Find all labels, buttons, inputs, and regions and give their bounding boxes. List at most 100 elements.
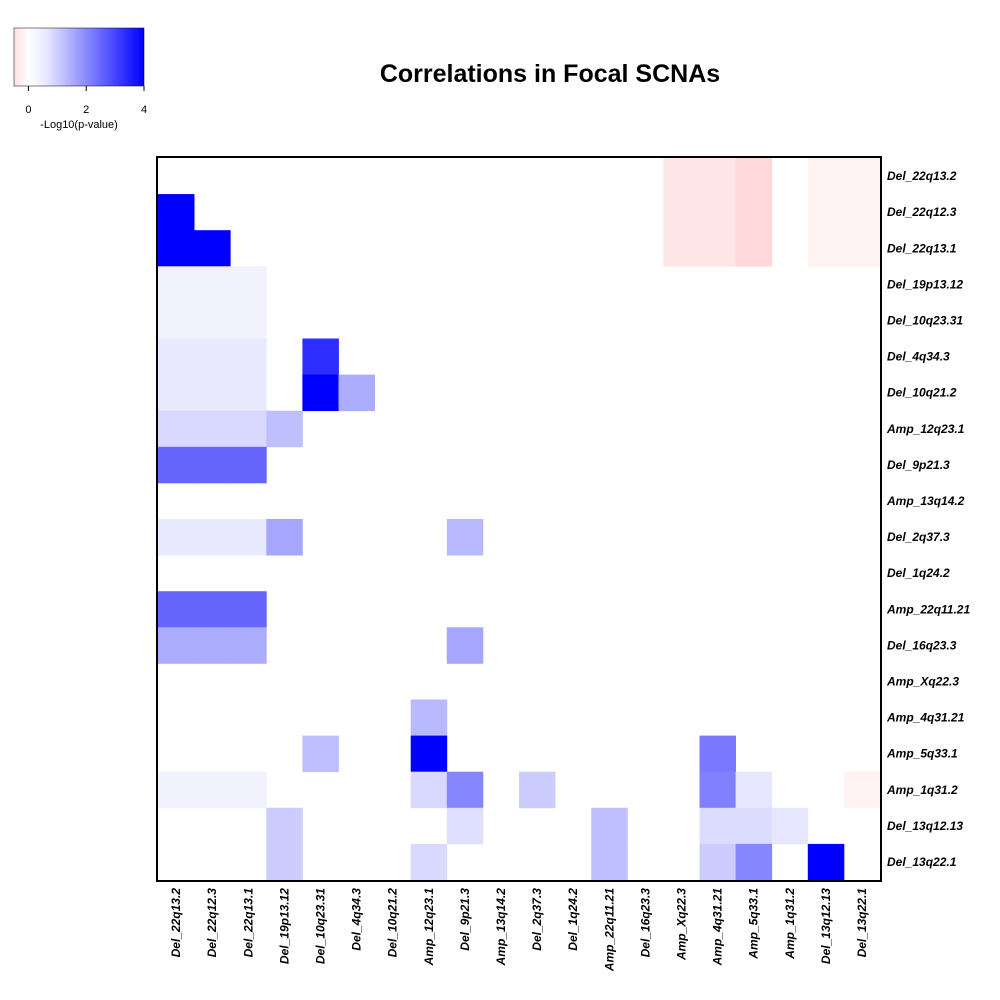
heatmap-cell <box>843 230 881 267</box>
heatmap-cell <box>194 338 231 375</box>
heatmap-cell <box>699 194 736 231</box>
heatmap-cell <box>807 194 845 231</box>
heatmap-cell <box>446 627 484 664</box>
heatmap-cell <box>194 302 231 339</box>
heatmap-cell <box>663 194 700 231</box>
heatmap-cell <box>302 338 339 375</box>
heatmap-cell <box>735 843 773 881</box>
row-label-amp-1q31-2: Amp_1q31.2 <box>886 783 958 797</box>
heatmap-cell <box>735 194 773 231</box>
row-label-del-22q12-3: Del_22q12.3 <box>887 205 957 219</box>
column-label-del-19p13-12: Del_19p13.12 <box>277 888 291 964</box>
column-label-del-10q23-31: Del_10q23.31 <box>313 888 327 964</box>
heatmap-cell <box>194 266 231 303</box>
heatmap-cell <box>410 771 448 809</box>
column-label-del-22q12-3: Del_22q12.3 <box>205 888 219 958</box>
heatmap-cell <box>194 771 231 809</box>
heatmap-cell <box>230 302 267 339</box>
heatmap-cell <box>194 446 231 484</box>
chart-title: Correlations in Focal SCNAs <box>380 60 720 88</box>
row-label-amp-5q33-1: Amp_5q33.1 <box>886 747 958 761</box>
heatmap-cell <box>771 807 809 845</box>
heatmap-cell <box>158 266 195 303</box>
heatmap-cell <box>158 519 195 556</box>
heatmap-cell <box>807 158 845 195</box>
column-label-del-10q21-2: Del_10q21.2 <box>386 888 400 958</box>
column-label-del-13q12-13: Del_13q12.13 <box>819 888 833 964</box>
column-label-amp-5q33-1: Amp_5q33.1 <box>747 888 761 960</box>
row-label-amp-xq22-3: Amp_Xq22.3 <box>886 674 959 688</box>
colorbar-tick-label: 2 <box>83 104 89 116</box>
row-label-amp-13q14-2: Amp_13q14.2 <box>886 494 965 508</box>
column-label-del-1q24-2: Del_1q24.2 <box>566 888 580 951</box>
heatmap-cell <box>735 771 773 809</box>
column-label-amp-13q14-2: Amp_13q14.2 <box>494 888 508 967</box>
heatmap-cell <box>194 374 231 412</box>
heatmap-cell <box>735 230 773 267</box>
heatmap-cell <box>446 771 484 809</box>
column-label-amp-xq22-3: Amp_Xq22.3 <box>674 888 688 961</box>
column-label-del-22q13-1: Del_22q13.1 <box>241 888 255 958</box>
heatmap-cell <box>699 771 736 809</box>
colorbar-legend: 0 2 4 -Log10(p-value) <box>13 27 147 131</box>
heatmap-cell <box>230 519 267 556</box>
heatmap-cell <box>194 230 231 267</box>
heatmap-cell <box>230 266 267 303</box>
column-label-del-2q37-3: Del_2q37.3 <box>530 888 544 951</box>
heatmap-cell <box>158 194 195 231</box>
heatmap-cell <box>230 338 267 375</box>
heatmap-cell <box>302 735 339 773</box>
column-label-del-13q22-1: Del_13q22.1 <box>855 888 869 958</box>
column-label-del-22q13-2: Del_22q13.2 <box>169 888 183 958</box>
heatmap-cell <box>158 771 195 809</box>
heatmap-cell <box>663 230 700 267</box>
row-label-del-13q22-1: Del_13q22.1 <box>887 855 957 869</box>
row-label-del-9p21-3: Del_9p21.3 <box>887 458 950 472</box>
column-label-amp-12q23-1: Amp_12q23.1 <box>422 888 436 967</box>
heatmap-cell <box>699 158 736 195</box>
heatmap-cell <box>194 519 231 556</box>
heatmap-cell <box>446 519 484 556</box>
heatmap-cell <box>446 807 484 845</box>
heatmap-cell <box>230 410 267 448</box>
heatmap-cell <box>158 302 195 339</box>
row-label-del-13q12-13: Del_13q12.13 <box>887 819 963 833</box>
heatmap-cell <box>699 735 736 773</box>
heatmap-cell <box>194 410 231 448</box>
heatmap-cell <box>230 374 267 412</box>
row-label-del-4q34-3: Del_4q34.3 <box>887 350 950 364</box>
heatmap-cell <box>158 374 195 412</box>
column-label-amp-22q11-21: Amp_22q11.21 <box>602 888 616 972</box>
heatmap-cell <box>699 230 736 267</box>
heatmap-cell <box>158 627 195 664</box>
heatmap-cell <box>663 158 700 195</box>
heatmap-cell <box>194 627 231 664</box>
heatmap-cell <box>699 843 736 881</box>
colorbar-gradient <box>13 27 145 87</box>
heatmap-cell <box>591 843 628 881</box>
column-label-del-16q23-3: Del_16q23.3 <box>638 888 652 958</box>
plot-border <box>156 156 882 882</box>
heatmap-cell <box>735 158 773 195</box>
colorbar-tick-label: 4 <box>141 104 147 116</box>
heatmap-cell <box>266 843 303 881</box>
heatmap-cell <box>519 771 556 809</box>
heatmap-cell <box>843 158 881 195</box>
heatmap-cell <box>843 194 881 231</box>
row-label-del-19p13-12: Del_19p13.12 <box>887 277 963 291</box>
heatmap-cell <box>194 591 231 628</box>
heatmap-cell <box>158 410 195 448</box>
heatmap-cell <box>230 771 267 809</box>
heatmap-cell <box>302 374 339 412</box>
row-label-del-10q21-2: Del_10q21.2 <box>887 386 957 400</box>
heatmap-cell <box>158 230 195 267</box>
heatmap-cell <box>843 771 881 809</box>
row-label-del-2q37-3: Del_2q37.3 <box>887 530 950 544</box>
heatmap-cell <box>807 230 845 267</box>
heatmap-cell <box>410 699 448 736</box>
column-label-amp-1q31-2: Amp_1q31.2 <box>783 888 797 960</box>
row-label-amp-22q11-21: Amp_22q11.21 <box>886 602 970 616</box>
colorbar-tick-label: 0 <box>25 104 31 116</box>
heatmap-cell <box>158 446 195 484</box>
